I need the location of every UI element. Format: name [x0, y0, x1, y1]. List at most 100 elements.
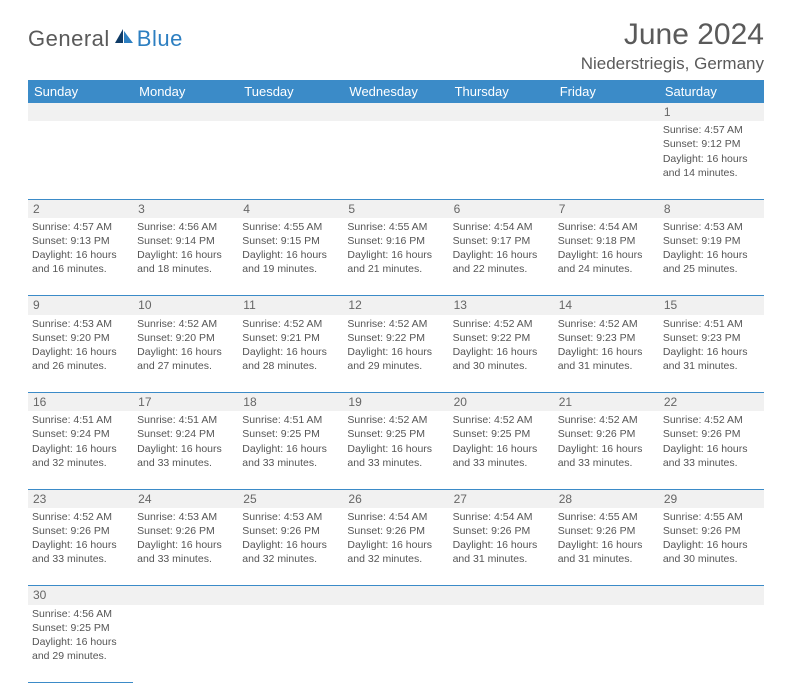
day-number — [133, 586, 238, 605]
day2-text: and 31 minutes. — [453, 552, 550, 566]
day-number: 30 — [28, 586, 133, 605]
sunset-text: Sunset: 9:15 PM — [242, 234, 339, 248]
calendar-day-cell: Sunrise: 4:54 AMSunset: 9:26 PMDaylight:… — [343, 508, 448, 586]
sunrise-text: Sunrise: 4:53 AM — [32, 317, 129, 331]
day-number — [343, 103, 448, 121]
day-number: 1 — [659, 103, 764, 121]
weekday-header: Sunday — [28, 80, 133, 103]
sunrise-text: Sunrise: 4:55 AM — [558, 510, 655, 524]
day1-text: Daylight: 16 hours — [663, 442, 760, 456]
sunrise-text: Sunrise: 4:57 AM — [32, 220, 129, 234]
month-year-title: June 2024 — [581, 18, 764, 52]
calendar-table: Sunday Monday Tuesday Wednesday Thursday… — [28, 80, 764, 683]
calendar-day-cell — [554, 121, 659, 199]
sunset-text: Sunset: 9:25 PM — [32, 621, 129, 635]
day2-text: and 25 minutes. — [663, 262, 760, 276]
day-number: 17 — [133, 393, 238, 412]
day1-text: Daylight: 16 hours — [137, 345, 234, 359]
brand-text-blue: Blue — [137, 26, 183, 52]
sunset-text: Sunset: 9:13 PM — [32, 234, 129, 248]
day-number-row: 30 — [28, 586, 764, 605]
day2-text: and 31 minutes. — [558, 359, 655, 373]
day-number: 7 — [554, 199, 659, 218]
day2-text: and 33 minutes. — [663, 456, 760, 470]
header: General Blue June 2024 Niederstriegis, G… — [28, 18, 764, 74]
day-number: 19 — [343, 393, 448, 412]
calendar-day-cell — [659, 605, 764, 683]
brand-logo: General Blue — [28, 26, 183, 52]
calendar-day-cell: Sunrise: 4:51 AMSunset: 9:24 PMDaylight:… — [28, 411, 133, 489]
day-number: 3 — [133, 199, 238, 218]
day2-text: and 26 minutes. — [32, 359, 129, 373]
sunset-text: Sunset: 9:26 PM — [242, 524, 339, 538]
calendar-day-cell: Sunrise: 4:55 AMSunset: 9:15 PMDaylight:… — [238, 218, 343, 296]
day1-text: Daylight: 16 hours — [242, 345, 339, 359]
day2-text: and 32 minutes. — [242, 552, 339, 566]
day2-text: and 16 minutes. — [32, 262, 129, 276]
sunrise-text: Sunrise: 4:51 AM — [137, 413, 234, 427]
day-number: 4 — [238, 199, 343, 218]
calendar-day-cell — [449, 121, 554, 199]
day-number: 25 — [238, 489, 343, 508]
calendar-day-cell — [343, 121, 448, 199]
sunrise-text: Sunrise: 4:54 AM — [453, 220, 550, 234]
sunset-text: Sunset: 9:24 PM — [32, 427, 129, 441]
calendar-day-cell: Sunrise: 4:55 AMSunset: 9:26 PMDaylight:… — [554, 508, 659, 586]
day-number: 13 — [449, 296, 554, 315]
calendar-week-row: Sunrise: 4:56 AMSunset: 9:25 PMDaylight:… — [28, 605, 764, 683]
sunset-text: Sunset: 9:26 PM — [453, 524, 550, 538]
sunset-text: Sunset: 9:26 PM — [347, 524, 444, 538]
day-number — [238, 103, 343, 121]
day1-text: Daylight: 16 hours — [663, 538, 760, 552]
day1-text: Daylight: 16 hours — [347, 538, 444, 552]
calendar-day-cell: Sunrise: 4:54 AMSunset: 9:26 PMDaylight:… — [449, 508, 554, 586]
sunset-text: Sunset: 9:26 PM — [32, 524, 129, 538]
day2-text: and 30 minutes. — [453, 359, 550, 373]
sunrise-text: Sunrise: 4:56 AM — [32, 607, 129, 621]
day2-text: and 27 minutes. — [137, 359, 234, 373]
day1-text: Daylight: 16 hours — [32, 442, 129, 456]
day-number: 28 — [554, 489, 659, 508]
sunset-text: Sunset: 9:20 PM — [137, 331, 234, 345]
calendar-day-cell: Sunrise: 4:52 AMSunset: 9:22 PMDaylight:… — [449, 315, 554, 393]
weekday-header: Friday — [554, 80, 659, 103]
day1-text: Daylight: 16 hours — [137, 442, 234, 456]
day-number: 2 — [28, 199, 133, 218]
weekday-header: Monday — [133, 80, 238, 103]
calendar-day-cell: Sunrise: 4:52 AMSunset: 9:26 PMDaylight:… — [554, 411, 659, 489]
day-number-row: 1 — [28, 103, 764, 121]
day1-text: Daylight: 16 hours — [32, 248, 129, 262]
calendar-page: General Blue June 2024 Niederstriegis, G… — [0, 0, 792, 693]
day-number: 20 — [449, 393, 554, 412]
sunset-text: Sunset: 9:18 PM — [558, 234, 655, 248]
calendar-week-row: Sunrise: 4:57 AMSunset: 9:13 PMDaylight:… — [28, 218, 764, 296]
sunrise-text: Sunrise: 4:52 AM — [347, 317, 444, 331]
day-number: 11 — [238, 296, 343, 315]
calendar-day-cell: Sunrise: 4:51 AMSunset: 9:25 PMDaylight:… — [238, 411, 343, 489]
sunrise-text: Sunrise: 4:52 AM — [453, 317, 550, 331]
calendar-day-cell: Sunrise: 4:57 AMSunset: 9:12 PMDaylight:… — [659, 121, 764, 199]
weekday-header: Thursday — [449, 80, 554, 103]
day-number-row: 2345678 — [28, 199, 764, 218]
calendar-day-cell: Sunrise: 4:53 AMSunset: 9:19 PMDaylight:… — [659, 218, 764, 296]
sunrise-text: Sunrise: 4:52 AM — [558, 317, 655, 331]
day2-text: and 31 minutes. — [558, 552, 655, 566]
sunset-text: Sunset: 9:23 PM — [663, 331, 760, 345]
calendar-day-cell — [449, 605, 554, 683]
day-number: 16 — [28, 393, 133, 412]
day-number — [449, 586, 554, 605]
calendar-day-cell: Sunrise: 4:57 AMSunset: 9:13 PMDaylight:… — [28, 218, 133, 296]
sunrise-text: Sunrise: 4:52 AM — [242, 317, 339, 331]
day-number: 12 — [343, 296, 448, 315]
day1-text: Daylight: 16 hours — [242, 538, 339, 552]
sunrise-text: Sunrise: 4:56 AM — [137, 220, 234, 234]
calendar-day-cell: Sunrise: 4:53 AMSunset: 9:26 PMDaylight:… — [238, 508, 343, 586]
calendar-week-row: Sunrise: 4:52 AMSunset: 9:26 PMDaylight:… — [28, 508, 764, 586]
day-number — [133, 103, 238, 121]
day1-text: Daylight: 16 hours — [32, 538, 129, 552]
sunrise-text: Sunrise: 4:54 AM — [453, 510, 550, 524]
day1-text: Daylight: 16 hours — [242, 442, 339, 456]
day1-text: Daylight: 16 hours — [453, 538, 550, 552]
sunrise-text: Sunrise: 4:51 AM — [242, 413, 339, 427]
calendar-day-cell: Sunrise: 4:52 AMSunset: 9:22 PMDaylight:… — [343, 315, 448, 393]
